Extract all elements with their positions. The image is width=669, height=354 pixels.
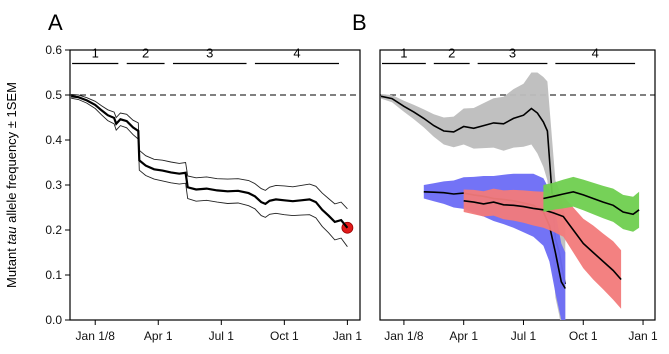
- x-tick-label: Apr 1: [144, 329, 173, 343]
- x-tick-label: Oct 1: [569, 329, 598, 343]
- x-tick-label: Jul 1: [209, 329, 235, 343]
- series-band: [543, 176, 640, 232]
- x-tick-label: Jan 1: [333, 329, 363, 343]
- period-label: 2: [142, 46, 149, 61]
- panel-a: A 0.0 0.1 0.2 0.3 0.4 0.5 0.6 Jan 1/8 Apr 1 Jul 1…: [45, 10, 362, 343]
- series-band: [381, 72, 566, 320]
- panel-b: B Jan 1/8 Apr 1 Jul 1 Oct 1 Jan 1 1 2 3 4: [352, 10, 658, 343]
- y-tick-label: 0.4: [45, 133, 62, 147]
- panel-a-frame: [69, 49, 361, 321]
- y-tick-label: 0.2: [45, 223, 62, 237]
- series-mean-line: [543, 190, 640, 216]
- x-tick-label: Jul 1: [511, 329, 537, 343]
- series-lower-sem: [71, 97, 348, 247]
- y-tick-label: 0.0: [45, 313, 62, 327]
- y-tick-label: 0.5: [45, 88, 62, 102]
- y-tick-label: 0.6: [45, 43, 62, 57]
- y-tick-label: 0.3: [45, 178, 62, 192]
- period-label: 4: [592, 46, 599, 61]
- x-tick-label: Jan 1: [628, 329, 658, 343]
- y-tick-label: 0.1: [45, 268, 62, 282]
- period-label: 1: [400, 46, 407, 61]
- panel-b-frame: [379, 49, 656, 321]
- x-tick-label: Jan 1/8: [76, 329, 116, 343]
- panel-b-letter: B: [352, 10, 367, 35]
- series-band: [463, 188, 622, 309]
- period-label: 4: [293, 46, 300, 61]
- series-mean-line: [70, 95, 349, 229]
- period-label: 1: [92, 46, 99, 61]
- x-tick-label: Oct 1: [270, 329, 299, 343]
- period-label: 3: [206, 46, 213, 61]
- y-axis-label: Mutant tau allele frequency ± 1SEM: [4, 82, 19, 288]
- period-label: 3: [509, 46, 516, 61]
- series-upper-sem: [71, 94, 348, 210]
- x-tick-label: Apr 1: [449, 329, 478, 343]
- x-tick-label: Jan 1/8: [384, 329, 424, 343]
- period-label: 2: [448, 46, 455, 61]
- panel-a-letter: A: [48, 10, 63, 35]
